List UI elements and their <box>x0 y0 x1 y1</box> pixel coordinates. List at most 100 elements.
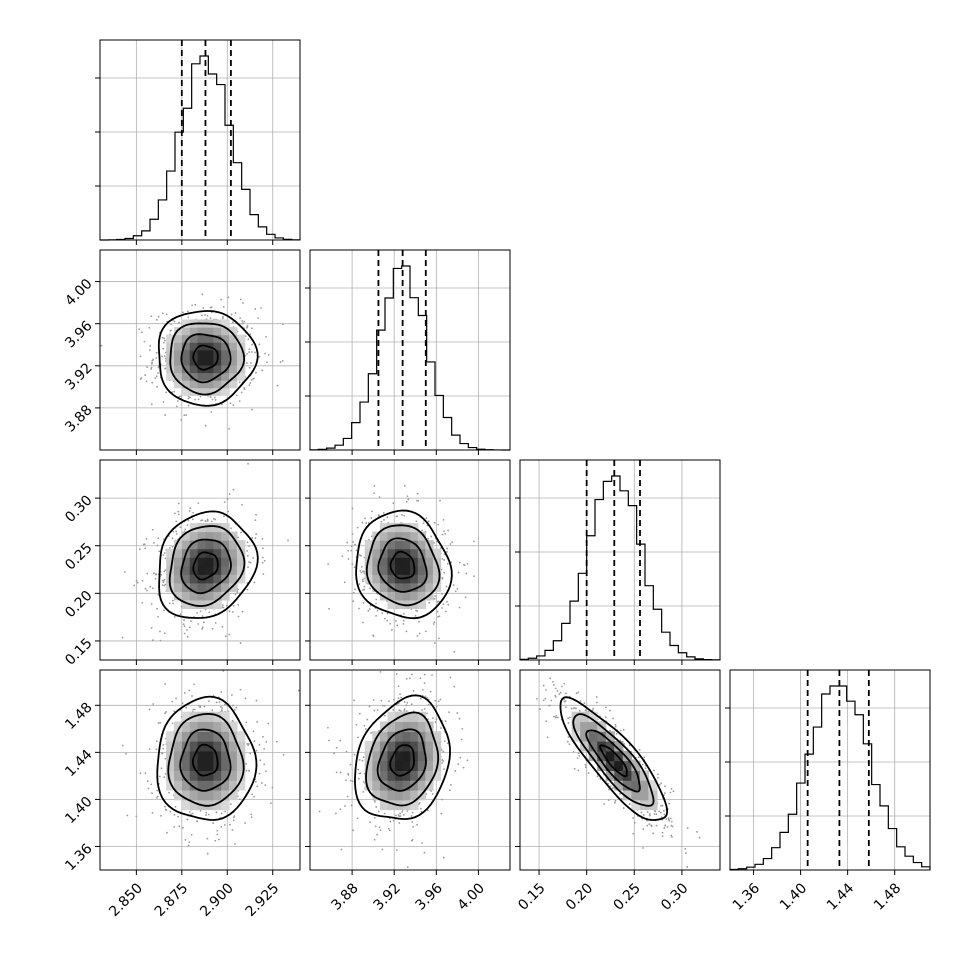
scatter-point <box>423 707 426 710</box>
scatter-point <box>360 565 363 568</box>
scatter-point <box>440 812 443 815</box>
scatter-point <box>671 836 673 838</box>
scatter-point <box>183 692 186 694</box>
scatter-point <box>570 707 573 710</box>
scatter-point <box>163 355 166 358</box>
density-cell <box>181 574 191 584</box>
density-cell <box>181 599 191 609</box>
scatter-point <box>473 540 475 543</box>
density-cell <box>395 523 404 533</box>
scatter-point <box>545 720 548 723</box>
density-cell <box>417 780 426 791</box>
scatter-point <box>209 306 212 309</box>
density-cell <box>221 327 230 336</box>
scatter-point <box>619 729 622 732</box>
density-cell <box>213 342 222 351</box>
density-cell <box>432 548 442 558</box>
scatter-point <box>640 811 643 814</box>
scatter-point <box>246 742 249 745</box>
density-cell <box>181 721 191 732</box>
density-cell <box>580 731 590 742</box>
scatter-point <box>421 709 423 711</box>
density-cell <box>379 565 389 575</box>
density-cell <box>181 565 191 575</box>
panel-frame-3-1 <box>309 669 511 871</box>
density-cell <box>364 780 373 791</box>
scatter-point <box>386 612 389 615</box>
density-cell <box>387 770 396 781</box>
scatter-point <box>148 748 151 751</box>
scatter-point <box>144 772 147 775</box>
scatter-point <box>246 588 249 591</box>
scatter-point <box>232 819 235 822</box>
scatter-point <box>148 708 151 711</box>
scatter-point <box>327 726 329 729</box>
scatter-point <box>178 321 180 324</box>
scatter-point <box>556 716 559 719</box>
density-cell <box>605 741 615 752</box>
panel-2-1 <box>305 459 511 665</box>
density-cell <box>631 789 641 801</box>
density-cell <box>622 750 632 762</box>
density-cell <box>580 721 590 732</box>
scatter-point <box>375 598 378 601</box>
scatter-point <box>233 815 236 817</box>
density-cell <box>189 380 199 389</box>
scatter-point <box>344 805 346 807</box>
scatter-point <box>190 620 192 623</box>
scatter-point <box>370 517 373 519</box>
scatter-point <box>637 756 640 759</box>
density-cell <box>417 599 426 609</box>
scatter-point <box>265 740 268 743</box>
scatter-point <box>403 700 406 703</box>
scatter-point <box>550 699 553 702</box>
scatter-point <box>440 727 442 729</box>
scatter-point <box>381 704 384 707</box>
scatter-point <box>141 579 144 582</box>
scatter-point <box>234 312 237 314</box>
density-cell <box>221 523 230 533</box>
scatter-point <box>432 623 435 625</box>
scatter-point <box>259 759 262 762</box>
density-cell <box>197 711 207 723</box>
scatter-point <box>363 585 366 588</box>
scatter-point <box>359 569 362 572</box>
scatter-point <box>406 701 409 704</box>
scatter-point <box>446 600 448 603</box>
density-cell <box>387 711 396 723</box>
scatter-point <box>398 709 401 712</box>
density-cell <box>379 770 389 781</box>
scatter-point <box>221 626 224 628</box>
scatter-point <box>256 721 259 723</box>
scatter-point <box>418 632 421 635</box>
scatter-point <box>160 574 163 576</box>
scatter-point <box>659 811 662 814</box>
scatter-point <box>234 842 236 845</box>
density-cell <box>410 780 419 791</box>
scatter-point <box>408 677 411 680</box>
scatter-point <box>171 700 174 703</box>
density-cell <box>189 342 199 351</box>
scatter-point <box>276 740 278 743</box>
scatter-point <box>201 628 203 630</box>
scatter-point <box>150 403 153 406</box>
density-cell <box>221 565 230 575</box>
density-cell <box>174 364 183 374</box>
scatter-point <box>216 829 219 832</box>
scatter-point <box>176 400 179 402</box>
contour-2-0-3 <box>192 551 219 581</box>
scatter-point <box>149 585 152 588</box>
density-cell <box>213 599 222 609</box>
density-cell <box>213 523 222 533</box>
scatter-point <box>205 811 208 814</box>
panel-content-2-1 <box>310 460 510 660</box>
scatter-point <box>169 330 172 332</box>
scatter-point <box>380 699 383 702</box>
scatter-point <box>553 715 555 718</box>
scatter-point <box>360 571 363 574</box>
density-cell <box>402 780 411 791</box>
scatter-point <box>412 690 415 692</box>
density-cell <box>229 582 238 592</box>
scatter-point <box>162 400 165 403</box>
scatter-point <box>358 583 361 585</box>
